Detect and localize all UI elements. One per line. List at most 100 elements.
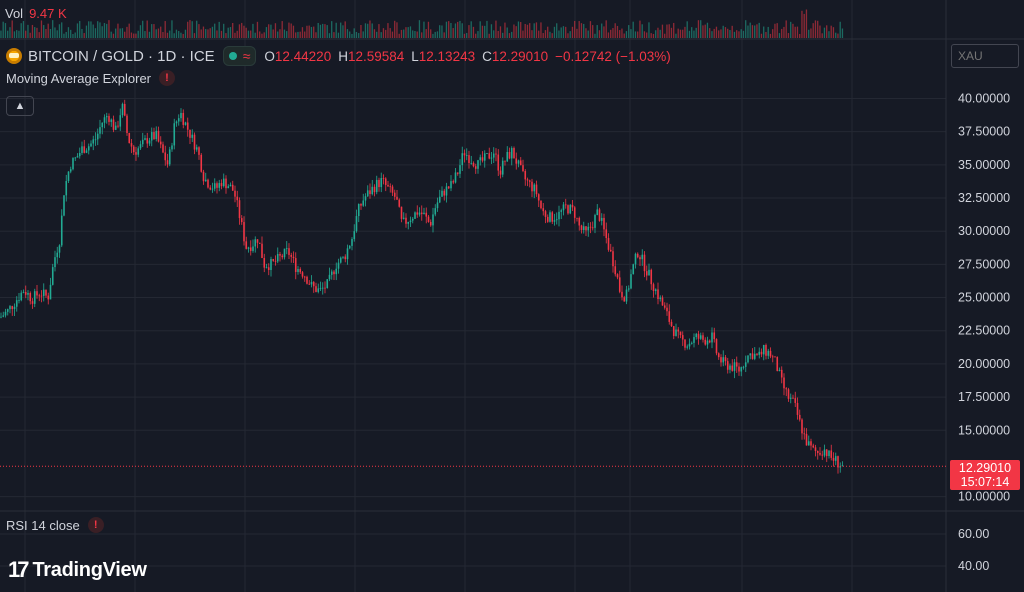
volume-bar [175, 29, 178, 38]
volume-bar [200, 29, 202, 38]
candle-body [769, 350, 772, 357]
candle-body [137, 148, 140, 155]
candle-body [661, 297, 664, 306]
candle-body [776, 357, 779, 371]
volume-bar [110, 31, 112, 38]
candle-body [724, 357, 727, 362]
volume-bar [351, 33, 353, 38]
candle-body [272, 259, 275, 261]
candle-body [351, 239, 353, 246]
volume-bar [497, 30, 499, 38]
volume-bar [272, 29, 274, 38]
volume-value: 9.47 K [29, 6, 67, 21]
candle-body [348, 245, 351, 249]
candle-body [783, 377, 785, 389]
volume-bar [193, 33, 196, 38]
volume-bar [229, 27, 232, 38]
candle-body [513, 148, 515, 159]
volume-bar [724, 27, 727, 38]
candle-body [495, 153, 497, 155]
collapse-indicators-button[interactable]: ▲ [6, 96, 34, 116]
volume-bar [457, 21, 459, 38]
warning-icon[interactable]: ! [87, 517, 104, 533]
volume-bar [270, 24, 272, 38]
volume-bar [220, 30, 223, 38]
volume-bar [461, 23, 463, 38]
brand-name: TradingView [32, 558, 147, 581]
volume-bar [484, 25, 486, 38]
volume-bar [686, 21, 688, 38]
candle-body [263, 257, 266, 268]
candle-body [225, 178, 227, 189]
volume-bar [508, 33, 511, 38]
volume-bar [254, 32, 256, 38]
candle-body [366, 190, 369, 197]
market-status-pill[interactable]: ≈ [222, 46, 257, 66]
volume-bar [142, 20, 144, 38]
volume-bar [166, 32, 169, 38]
candle-body [141, 139, 144, 145]
candle-body [128, 132, 131, 144]
candle-body [639, 257, 641, 260]
candle-body [310, 282, 313, 285]
candle-body [13, 306, 16, 310]
volume-bar [677, 28, 679, 38]
candle-body [492, 153, 495, 158]
candle-body [432, 214, 434, 226]
candle-body [308, 283, 311, 285]
volume-bar [585, 28, 587, 38]
volume-bar [394, 20, 396, 38]
price-scale-currency-input[interactable] [951, 44, 1019, 68]
candle-body [168, 149, 171, 165]
volume-bar [805, 9, 808, 38]
volume-label: Vol [5, 6, 24, 21]
candle-body [238, 200, 241, 219]
candle-body [670, 321, 673, 327]
indicator-moving-average[interactable]: Moving Average Explorer ! [6, 70, 176, 86]
volume-bar [470, 21, 472, 38]
indicator-rsi[interactable]: RSI 14 close ! [6, 517, 104, 533]
volume-bar [232, 22, 234, 38]
candle-body [157, 130, 160, 142]
volume-bar [409, 26, 412, 38]
candle-body [186, 122, 189, 130]
candle-body [654, 289, 657, 291]
candle-body [463, 153, 466, 156]
candle-body [474, 166, 477, 169]
candle-body [355, 216, 358, 232]
candle-body [231, 184, 234, 191]
candle-body [742, 366, 745, 368]
symbol-title[interactable]: BITCOIN / GOLD · 1D · ICE [28, 47, 215, 65]
candle-body [798, 414, 801, 420]
candle-body [81, 146, 83, 153]
volume-bar [445, 21, 448, 38]
volume-bar [189, 20, 191, 38]
warning-icon[interactable]: ! [159, 70, 176, 86]
candle-body [200, 154, 203, 172]
tradingview-brand[interactable]: 17 TradingView [8, 557, 147, 583]
candle-body [625, 289, 628, 302]
volume-bar [578, 21, 580, 38]
volume-bar [601, 23, 603, 38]
candle-body [270, 259, 272, 270]
candle-body [792, 397, 794, 399]
volume-bar [313, 26, 315, 38]
candle-body [517, 160, 520, 164]
volume-bar [317, 22, 319, 38]
volume-bar [468, 25, 470, 38]
volume-bar [767, 26, 769, 38]
volume-bar [634, 31, 637, 38]
candle-body [51, 267, 54, 285]
candle-body [738, 366, 740, 372]
candle-body [524, 171, 527, 180]
chevron-up-icon: ▲ [14, 100, 26, 112]
volume-bar [832, 27, 835, 38]
volume-bar [319, 24, 322, 38]
volume-bar [236, 30, 238, 38]
volume-bar [740, 29, 742, 38]
volume-bar [268, 24, 270, 38]
volume-bar [837, 33, 839, 38]
volume-bar [574, 20, 576, 38]
volume-bar [337, 32, 340, 38]
